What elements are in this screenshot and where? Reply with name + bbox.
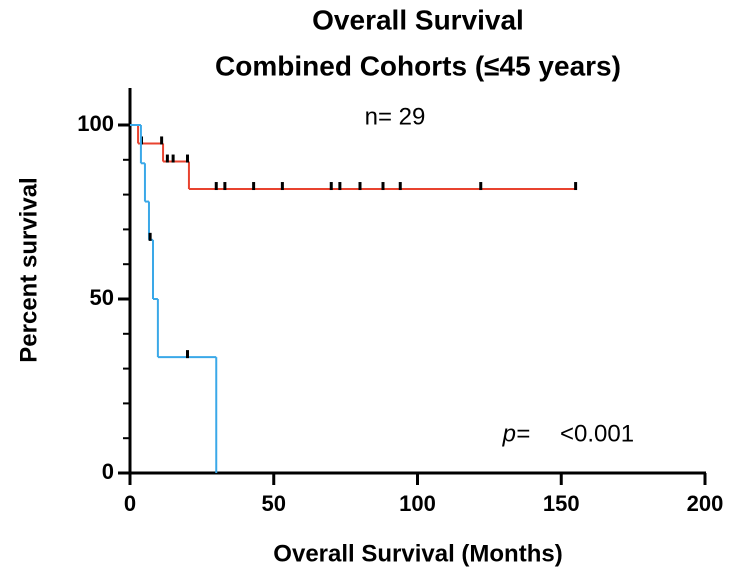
chart-title: Combined Cohorts (≤45 years) [215,50,621,81]
x-tick-label: 100 [399,491,436,516]
chart-title: Overall Survival [312,4,524,35]
x-tick-label: 200 [687,491,724,516]
y-axis-label: Percent survival [15,177,42,362]
x-tick-label: 0 [124,491,136,516]
annotation: n= 29 [365,103,426,130]
x-tick-label: 150 [543,491,580,516]
y-tick-label: 0 [102,459,114,484]
x-tick-label: 50 [262,491,286,516]
x-axis-label: Overall Survival (Months) [273,540,562,567]
y-tick-label: 100 [77,111,114,136]
p-value: <0.001 [560,420,634,447]
y-tick-label: 50 [90,285,114,310]
p-label: p= [502,420,530,447]
